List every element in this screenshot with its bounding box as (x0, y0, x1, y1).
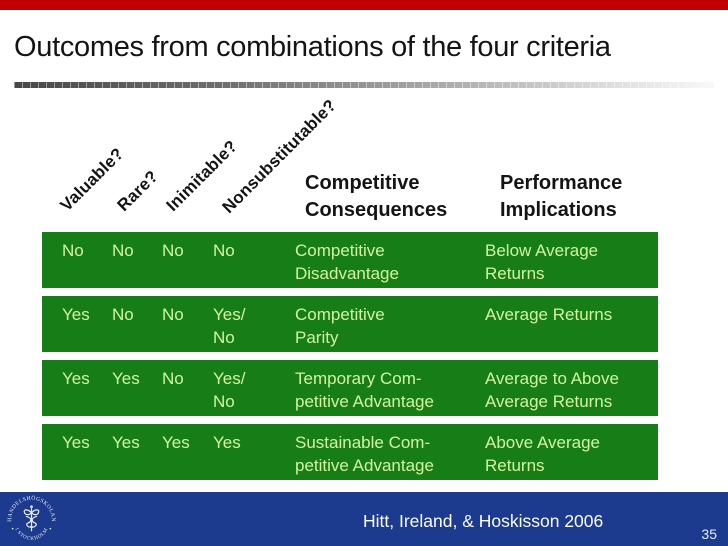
table-row: Yes Yes No Yes/No Temporary Com-petitive… (42, 360, 658, 416)
cell-inimitable: Yes (162, 433, 190, 452)
cell-rare: Yes (112, 369, 140, 388)
cell-valuable: Yes (62, 369, 90, 388)
slide-title: Outcomes from combinations of the four c… (14, 31, 611, 63)
cell-performance-implication: Average Returns (485, 305, 613, 324)
cell-performance-implication: Above Average Returns (485, 433, 600, 475)
cell-competitive-consequence: Competitive Disadvantage (295, 241, 399, 283)
page-number: 35 (701, 526, 717, 542)
cell-inimitable: No (162, 305, 184, 324)
school-seal-logo: HANDELSHÖGSKOLAN I STOCKHOLM (7, 495, 55, 542)
cell-rare: No (112, 241, 134, 260)
cell-valuable: Yes (62, 305, 90, 324)
cell-inimitable: No (162, 241, 184, 260)
title-underline (14, 82, 714, 88)
cell-performance-implication: Average to Above Average Returns (485, 369, 619, 411)
column-header-line: Competitive (305, 172, 420, 194)
column-header-competitive-consequences: Competitive Consequences (305, 170, 447, 224)
cell-rare: Yes (112, 433, 140, 452)
cell-performance-implication: Below Average Returns (485, 241, 599, 283)
cell-valuable: Yes (62, 433, 90, 452)
cell-rare: No (112, 305, 134, 324)
column-header-line: Consequences (305, 199, 448, 221)
column-header-performance-implications: Performance Implications (500, 170, 622, 224)
rotated-header-rare: Rare? (113, 166, 162, 215)
footer-bar (0, 492, 728, 546)
table-row: Yes Yes Yes Yes Sustainable Com-petitive… (42, 424, 658, 480)
cell-nonsubstitutable: Yes/No (213, 369, 246, 411)
table-row: No No No No Competitive Disadvantage Belo… (42, 232, 658, 288)
cell-inimitable: No (162, 369, 184, 388)
cell-competitive-consequence: Temporary Com-petitive Advantage (295, 369, 434, 411)
cell-competitive-consequence: Sustainable Com-petitive Advantage (295, 433, 434, 475)
column-header-line: Performance (500, 172, 623, 194)
cell-competitive-consequence: Competitive Parity (295, 305, 385, 347)
citation-text: Hitt, Ireland, & Hoskisson 2006 (363, 511, 604, 531)
criteria-outcomes-table: No No No No Competitive Disadvantage Belo… (42, 232, 658, 488)
cell-nonsubstitutable: Yes/No (213, 305, 246, 347)
cell-nonsubstitutable: No (213, 241, 235, 260)
cell-valuable: No (62, 241, 84, 260)
table-row: Yes No No Yes/No Competitive Parity Avera… (42, 296, 658, 352)
column-header-line: Implications (500, 199, 617, 221)
top-accent-bar (0, 0, 728, 10)
cell-nonsubstitutable: Yes (213, 433, 241, 452)
caduceus-icon (23, 508, 40, 532)
